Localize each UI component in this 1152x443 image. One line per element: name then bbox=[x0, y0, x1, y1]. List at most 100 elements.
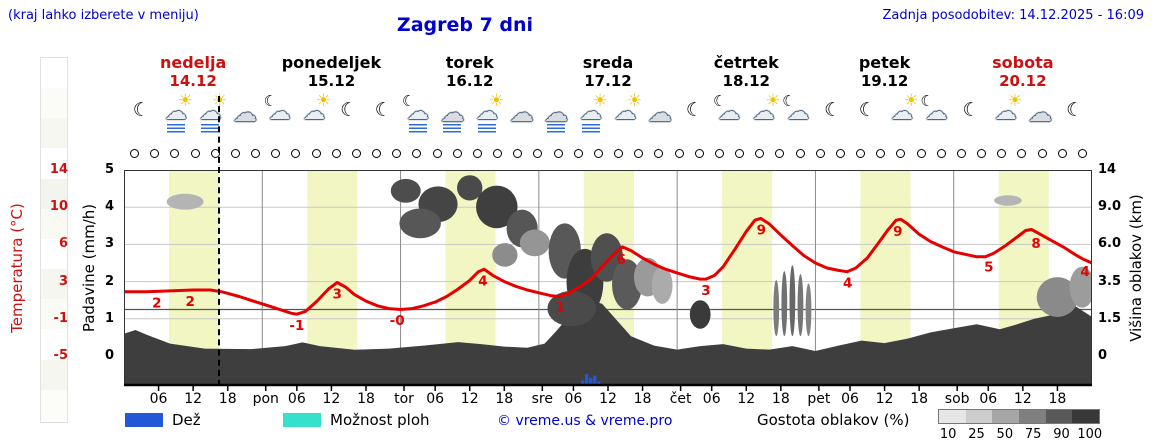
cloud-axis-label: 0 bbox=[1098, 348, 1108, 363]
temperature-value-label: 3 bbox=[701, 283, 710, 299]
sun-cloud-icon: ☀ ☁ bbox=[469, 91, 505, 134]
temperature-value-label: 2 bbox=[186, 294, 195, 310]
probability-circle bbox=[150, 149, 160, 158]
sun-cloud-icon: ☀ ☁ bbox=[296, 91, 332, 134]
day-name: sobota bbox=[992, 53, 1054, 72]
probability-circle bbox=[614, 149, 624, 158]
ground-cloud-band bbox=[124, 298, 1092, 386]
day-name: petek bbox=[858, 53, 911, 72]
x-tick-label: 06 bbox=[149, 391, 168, 407]
probability-circle bbox=[230, 149, 240, 158]
density-cell bbox=[1072, 410, 1100, 423]
cloud-axis-label: 9.0 bbox=[1098, 199, 1122, 215]
cloud-icon: ☁ bbox=[718, 100, 740, 125]
moon-icon: ☾ bbox=[824, 99, 842, 121]
precip-axis-label: 3 bbox=[104, 236, 114, 252]
cloud-axis-label: 1.5 bbox=[1098, 310, 1122, 326]
probability-circle bbox=[755, 149, 765, 158]
cloud-blob bbox=[689, 300, 711, 329]
moon-icon: ☾ bbox=[331, 92, 367, 134]
sun-cloud-icon: ☀ ☁ bbox=[158, 91, 194, 134]
cloud-icon: ☁ bbox=[994, 100, 1017, 125]
probability-circle bbox=[936, 149, 946, 158]
sun-cloud-icon: ☀ ☁ bbox=[988, 91, 1024, 134]
moon-icon: ☾ bbox=[365, 92, 401, 134]
cloud-axis-label: 6.0 bbox=[1098, 236, 1122, 252]
probability-circle bbox=[876, 149, 886, 158]
density-tick: 10 bbox=[939, 427, 957, 442]
density-cell bbox=[1019, 410, 1046, 423]
moon-icon: ☾ bbox=[962, 99, 980, 121]
rain-bar bbox=[593, 375, 597, 386]
moon-icon: ☾ bbox=[920, 92, 934, 110]
x-tick-label: 12 bbox=[1013, 391, 1032, 407]
cloud-icon: ☁ bbox=[752, 100, 775, 125]
precip-axis-label: 4 bbox=[104, 199, 114, 215]
temperature-value-label: -0 bbox=[390, 313, 405, 329]
precip-axis-label: 2 bbox=[104, 273, 114, 289]
cloud-blob bbox=[797, 274, 804, 337]
credit-link[interactable]: © vreme.us & vreme.pro bbox=[497, 413, 673, 429]
probability-circle bbox=[573, 149, 583, 158]
day-header: sobota 20.12 bbox=[954, 53, 1092, 90]
day-date: 15.12 bbox=[307, 72, 356, 90]
day-header: nedelja 14.12 bbox=[124, 53, 262, 90]
density-cell bbox=[1045, 410, 1073, 423]
moon-cloud-icon: ☾ ☁ bbox=[400, 92, 436, 134]
probability-circle bbox=[190, 149, 200, 158]
cloud-blob bbox=[1069, 266, 1092, 308]
rain-lines-icon bbox=[166, 124, 185, 133]
x-tick-label: 18 bbox=[218, 391, 237, 407]
temp-axis-label: 10 bbox=[49, 199, 68, 215]
showers-legend-label: Možnost ploh bbox=[330, 411, 430, 429]
moon-icon: ☾ bbox=[713, 92, 727, 110]
probability-circle bbox=[1037, 149, 1047, 158]
sun-cloud-icon: ☀ ☁ bbox=[746, 91, 782, 134]
probability-circle bbox=[977, 149, 987, 158]
x-tick-label: sre bbox=[531, 391, 553, 407]
day-header: ponedeljek 15.12 bbox=[262, 53, 400, 90]
probability-circle bbox=[553, 149, 563, 158]
day-date: 19.12 bbox=[860, 72, 909, 90]
cloud-blob bbox=[781, 271, 788, 337]
cloud-icon: ☁ bbox=[199, 100, 222, 125]
meteogram-plot: 2 2 -1 3 -0 4 1 6 3 9 4 9 5 8 4 bbox=[124, 170, 1092, 391]
cloud-icon: ☁ bbox=[614, 100, 637, 125]
temperature-value-label: 1 bbox=[555, 300, 564, 316]
temperature-colorbar bbox=[40, 57, 68, 423]
probability-circle bbox=[1017, 149, 1027, 158]
probability-circle bbox=[815, 149, 825, 158]
rain-lines-icon bbox=[547, 124, 566, 133]
rain-lines-icon bbox=[201, 124, 220, 133]
day-date: 16.12 bbox=[445, 72, 494, 90]
rain-bar bbox=[589, 377, 593, 386]
temperature-value-label: -1 bbox=[289, 318, 304, 334]
x-tick-label: 18 bbox=[357, 391, 375, 407]
cloud-blob bbox=[547, 290, 596, 327]
rain-legend-swatch bbox=[125, 413, 163, 427]
density-cell bbox=[939, 410, 966, 423]
x-tick-label: 12 bbox=[875, 391, 894, 407]
sun-cloud-icon: ☀ ☁ bbox=[607, 91, 643, 134]
cloud-blob bbox=[805, 283, 812, 337]
x-tick-label: sob bbox=[944, 391, 970, 407]
probability-circle bbox=[956, 149, 966, 158]
cloud-blob bbox=[773, 280, 780, 337]
day-name: četrtek bbox=[713, 53, 779, 72]
day-name: sreda bbox=[582, 53, 634, 72]
cloud-icon: ☁ bbox=[890, 100, 913, 125]
x-tick-label: čet bbox=[669, 391, 692, 407]
probability-circle bbox=[1057, 149, 1067, 158]
temp-axis-label: 14 bbox=[49, 162, 68, 177]
moon-cloud-icon: ☾ ☁ bbox=[780, 92, 816, 134]
moon-cloud-icon: ☾ ☁ bbox=[918, 92, 954, 134]
colorbar-segment bbox=[41, 389, 67, 420]
cloud-icon: ☁ bbox=[509, 99, 534, 127]
showers-legend-swatch bbox=[283, 413, 321, 427]
cloud-density-ticks: 10 25 50 75 90 100 bbox=[934, 427, 1104, 442]
moon-icon: ☾ bbox=[123, 92, 159, 134]
probability-circle bbox=[331, 149, 341, 158]
x-tick-label: 12 bbox=[599, 391, 617, 407]
colorbar-segment bbox=[41, 178, 67, 209]
cloud-blob bbox=[1036, 277, 1079, 317]
